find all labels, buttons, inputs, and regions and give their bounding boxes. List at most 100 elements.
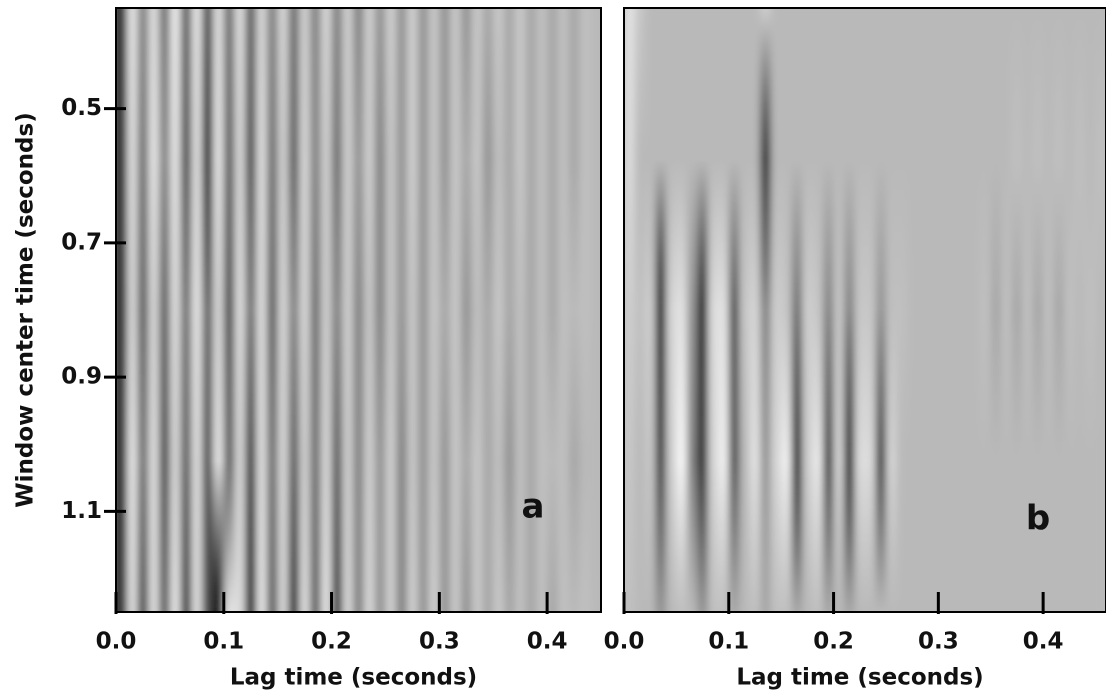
heatmap-column (634, 8, 646, 612)
heatmap-column (191, 8, 203, 612)
heatmap-columns (624, 8, 1106, 612)
y-axis-label: Window center time (seconds) (13, 112, 39, 507)
x-tick-label: 0.4 (1023, 629, 1064, 655)
y-tick-label: 0.9 (61, 364, 102, 390)
heatmap-column (557, 8, 570, 612)
heatmap-column (665, 8, 677, 612)
x-tick-label: 0.0 (96, 629, 137, 655)
heatmap-column (812, 8, 824, 612)
heatmap-column (739, 8, 751, 612)
heatmap-column (844, 8, 856, 612)
heatmap-column (823, 8, 835, 612)
heatmap-column (536, 8, 548, 612)
heatmap-column (686, 8, 698, 612)
heatmap-column (148, 8, 160, 612)
heatmap-column (728, 8, 740, 612)
heatmap-column (202, 8, 214, 612)
heatmap-column (493, 8, 505, 612)
heatmap-columns (116, 8, 601, 612)
y-tick-label: 1.1 (61, 498, 102, 524)
heatmap-column (310, 8, 322, 612)
heatmap-column (342, 8, 354, 612)
heatmap-column (363, 8, 376, 612)
heatmap-column (514, 8, 527, 612)
heatmap-column (969, 8, 981, 612)
heatmap-column (169, 8, 182, 612)
heatmap-column (256, 8, 268, 612)
heatmap-column (770, 8, 782, 612)
heatmap-column (579, 8, 591, 612)
heatmap-column (180, 8, 193, 612)
heatmap-column (1074, 8, 1086, 612)
heatmap-column (854, 8, 866, 612)
x-tick-label: 0.0 (604, 629, 645, 655)
heatmap-column (1085, 8, 1097, 612)
heatmap-column (471, 8, 484, 612)
x-tick-label: 0.2 (311, 629, 352, 655)
heatmap-column (159, 8, 171, 612)
heatmap-column (1001, 8, 1013, 612)
heatmap-column (1032, 8, 1044, 612)
y-tick-label: 0.7 (61, 229, 102, 255)
x-tick-label: 0.3 (419, 629, 460, 655)
x-tick-label: 0.2 (813, 629, 854, 655)
heatmap-column (116, 8, 128, 612)
heatmap-column (802, 8, 814, 612)
x-tick-label: 0.1 (708, 629, 749, 655)
heatmap-column (525, 8, 537, 612)
heatmap-column (428, 8, 440, 612)
heatmap-column (833, 8, 845, 612)
x-tick-label: 0.4 (527, 629, 568, 655)
heatmap-column (396, 8, 408, 612)
heatmap-column (1043, 8, 1055, 612)
panel-label: b (1026, 499, 1050, 539)
heatmap-column (906, 8, 918, 612)
heatmap-column (504, 8, 516, 612)
heatmap-column (407, 8, 419, 612)
heatmap-column (277, 8, 290, 612)
heatmap-column (655, 8, 667, 612)
heatmap-column (896, 8, 908, 612)
heatmap-column (927, 8, 939, 612)
heatmap-column (644, 8, 657, 612)
heatmap-column (213, 8, 225, 612)
heatmap-column (1095, 8, 1106, 612)
heatmap-column (353, 8, 365, 612)
heatmap-column (749, 8, 761, 612)
heatmap-column (245, 8, 257, 612)
heatmap-column (1011, 8, 1023, 612)
heatmap-column (938, 8, 950, 612)
heatmap-column (590, 8, 601, 612)
x-axis-label: Lag time (seconds) (230, 665, 477, 691)
x-axis-label: Lag time (seconds) (736, 665, 983, 691)
heatmap-column (374, 8, 387, 612)
heatmap-column (266, 8, 279, 612)
heatmap-column (624, 8, 636, 612)
heatmap-column (299, 8, 311, 612)
heatmap-column (320, 8, 333, 612)
heatmap-column (417, 8, 430, 612)
heatmap-column (450, 8, 462, 612)
heatmap-column (568, 8, 581, 612)
heatmap-column (917, 8, 929, 612)
heatmap-column (980, 8, 992, 612)
heatmap-column (288, 8, 300, 612)
heatmap-column (482, 8, 494, 612)
heatmap-column (331, 8, 343, 612)
heatmap-column (676, 8, 688, 612)
heatmap-column (234, 8, 246, 612)
heatmap-column (948, 8, 960, 612)
heatmap-column (1053, 8, 1065, 612)
x-tick-label: 0.3 (918, 629, 959, 655)
heatmap-column (137, 8, 149, 612)
heatmap-column (990, 8, 1002, 612)
heatmap-column (760, 8, 772, 612)
heatmap-column (718, 8, 730, 612)
plot-frame (623, 7, 1106, 613)
plot-frame (115, 7, 602, 613)
heatmap-column (126, 8, 139, 612)
heatmap-column (885, 8, 898, 612)
heatmap-column (875, 8, 887, 612)
heatmap-column (547, 8, 559, 612)
y-tick-label: 0.5 (61, 95, 102, 121)
